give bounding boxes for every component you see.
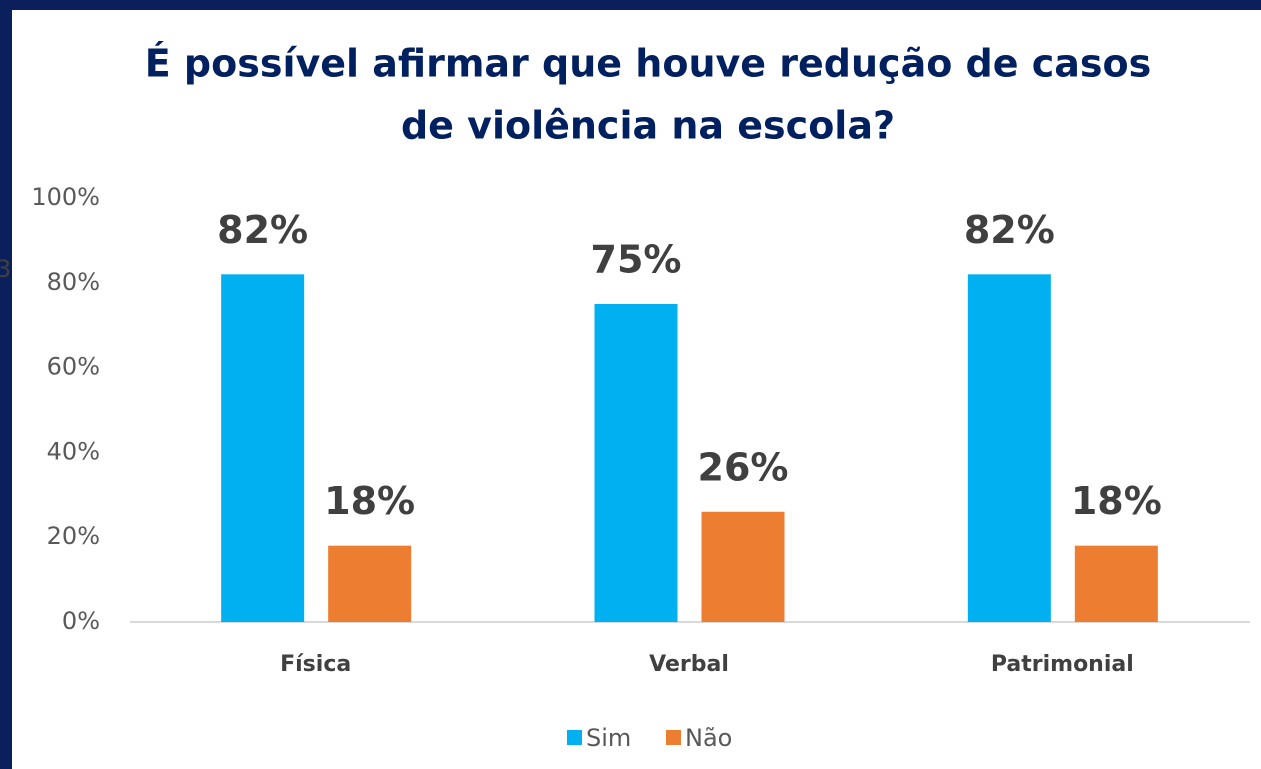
bar — [1074, 545, 1158, 622]
y-tick-label: 100% — [31, 183, 100, 211]
x-tick-label: Patrimonial — [991, 652, 1134, 677]
y-tick-label: 80% — [47, 268, 100, 296]
y-tick-label: 20% — [47, 522, 100, 550]
x-tick-label: Física — [280, 652, 351, 677]
legend-swatch — [666, 730, 681, 745]
y-tick-label: 40% — [47, 437, 100, 465]
legend-label: Sim — [586, 724, 631, 752]
bar — [221, 274, 305, 622]
x-tick-label: Verbal — [649, 652, 729, 677]
data-label: 82% — [964, 208, 1055, 252]
data-label: 82% — [217, 208, 308, 252]
data-label: 18% — [324, 479, 415, 523]
y-tick-label: 0% — [62, 607, 100, 635]
data-label: 75% — [591, 238, 682, 282]
legend-swatch — [567, 730, 582, 745]
y-tick-label: 60% — [47, 353, 100, 381]
bar — [594, 304, 678, 622]
data-label: 26% — [698, 445, 789, 489]
data-label: 18% — [1071, 479, 1162, 523]
legend-label: Não — [685, 724, 732, 752]
edge-text: 3 — [0, 255, 11, 283]
bar — [967, 274, 1051, 622]
bar — [701, 511, 785, 622]
bar — [328, 545, 412, 622]
chart-title: É possível afirmar que houve redução de … — [145, 42, 1152, 86]
chart-title: de violência na escola? — [401, 104, 895, 148]
